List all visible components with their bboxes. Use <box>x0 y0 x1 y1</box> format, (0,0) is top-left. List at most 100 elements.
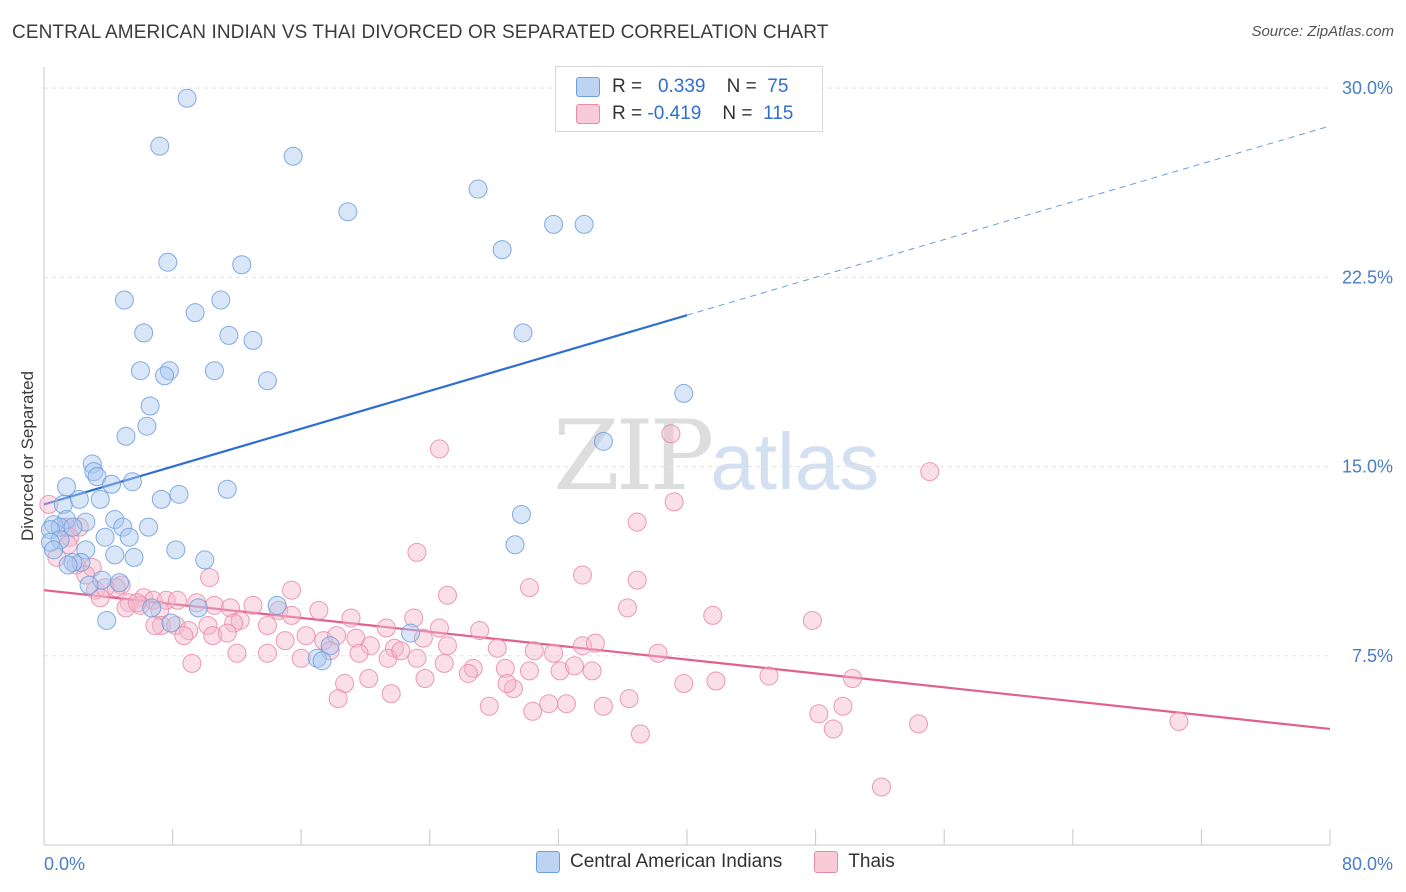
data-point-central-american <box>76 540 96 560</box>
legend-r-value: -0.419 <box>647 103 702 124</box>
data-point-thais <box>618 598 638 618</box>
data-point-thais <box>648 643 668 663</box>
data-point-central-american <box>283 146 303 166</box>
data-point-thais <box>823 719 843 739</box>
data-point-central-american <box>140 396 160 416</box>
data-point-central-american <box>138 517 158 537</box>
data-point-thais <box>200 568 220 588</box>
source-label[interactable]: Source: ZipAtlas.com <box>1251 23 1394 40</box>
data-point-thais <box>470 621 490 641</box>
data-point-thais <box>539 694 559 714</box>
data-point-thais <box>627 570 647 590</box>
data-point-thais <box>564 656 584 676</box>
data-point-thais <box>908 714 928 734</box>
data-point-central-american <box>76 512 96 532</box>
data-point-central-american <box>105 545 125 565</box>
data-point-thais <box>619 689 639 709</box>
x-tick-label: 0.0% <box>44 854 85 874</box>
data-point-central-american <box>195 550 215 570</box>
data-point-thais <box>328 689 348 709</box>
legend-row-thais: R = -0.419 N = 115 <box>576 101 793 127</box>
data-point-thais <box>217 623 237 643</box>
x-tick-label: 80.0% <box>1342 854 1393 874</box>
data-point-thais <box>243 595 263 615</box>
data-point-thais <box>664 492 684 512</box>
data-point-thais <box>437 636 457 656</box>
legend-n-label: N = <box>722 103 753 124</box>
chart-title: CENTRAL AMERICAN INDIAN VS THAI DIVORCED… <box>12 22 829 43</box>
data-point-central-american <box>169 484 189 504</box>
data-point-central-american <box>166 540 186 560</box>
watermark-atlas: atlas <box>710 417 880 506</box>
series-label: Thais <box>848 851 895 872</box>
data-point-thais <box>920 462 940 482</box>
data-point-central-american <box>53 494 73 514</box>
data-point-thais <box>349 643 369 663</box>
series-swatch-pink <box>814 851 839 873</box>
data-point-thais <box>166 616 186 636</box>
legend-r-label: R = <box>612 103 643 124</box>
data-point-central-american <box>97 610 117 630</box>
data-point-central-american <box>90 489 110 509</box>
data-point-thais <box>282 605 302 625</box>
data-point-central-american <box>114 290 134 310</box>
data-point-thais <box>872 777 892 797</box>
data-point-thais <box>759 666 779 686</box>
data-point-thais <box>282 580 302 600</box>
data-point-central-american <box>110 573 130 593</box>
data-point-central-american <box>119 527 139 547</box>
data-point-central-american <box>158 252 178 272</box>
legend-swatch-pink <box>576 104 600 124</box>
data-point-central-american <box>57 510 77 530</box>
data-point-thais <box>495 658 515 678</box>
data-point-thais <box>66 555 86 575</box>
data-point-thais <box>404 608 424 628</box>
data-point-central-american <box>161 613 181 633</box>
data-point-thais <box>458 663 478 683</box>
data-point-thais <box>556 694 576 714</box>
data-point-thais <box>519 578 539 598</box>
data-point-thais <box>487 638 507 658</box>
data-point-thais <box>519 661 539 681</box>
legend-row-central-american: R = 0.339 N = 75 <box>576 74 788 100</box>
data-point-central-american <box>82 454 102 474</box>
data-point-central-american <box>217 479 237 499</box>
data-point-thais <box>381 684 401 704</box>
data-point-thais <box>257 643 277 663</box>
data-point-central-american <box>122 472 142 492</box>
legend-swatch-blue <box>576 77 600 97</box>
data-points <box>39 88 1189 797</box>
data-point-thais <box>674 674 694 694</box>
data-point-central-american <box>185 303 205 323</box>
data-point-central-american <box>243 330 263 350</box>
series-legend-thais[interactable]: Thais <box>814 851 895 873</box>
data-point-thais <box>341 608 361 628</box>
data-point-thais <box>220 598 240 618</box>
data-point-central-american <box>137 416 157 436</box>
data-point-thais <box>130 595 150 615</box>
legend-r-value: 0.339 <box>657 76 706 97</box>
data-point-central-american <box>142 598 162 618</box>
data-point-central-american <box>674 383 694 403</box>
data-point-thais <box>585 633 605 653</box>
y-tick-label: 15.0% <box>1342 457 1393 477</box>
data-point-thais <box>257 616 277 636</box>
data-point-central-american <box>574 214 594 234</box>
series-legend-central-american[interactable]: Central American Indians <box>536 851 782 873</box>
data-point-thais <box>407 542 427 562</box>
data-point-central-american <box>593 431 613 451</box>
tick-labels: 7.5% 15.0% 22.5% 30.0% 0.0% 80.0% <box>44 78 1393 874</box>
data-point-thais <box>833 696 853 716</box>
y-tick-label: 22.5% <box>1342 267 1393 287</box>
data-point-central-american <box>544 214 564 234</box>
data-point-thais <box>809 704 829 724</box>
data-point-central-american <box>211 290 231 310</box>
data-point-thais <box>503 679 523 699</box>
legend-r-label: R = <box>612 76 643 97</box>
legend-n-value: 75 <box>767 76 789 97</box>
data-point-thais <box>497 674 517 694</box>
data-point-thais <box>479 696 499 716</box>
data-point-thais <box>203 626 223 646</box>
data-point-thais <box>95 578 115 598</box>
legend-n-value: 115 <box>763 103 794 124</box>
